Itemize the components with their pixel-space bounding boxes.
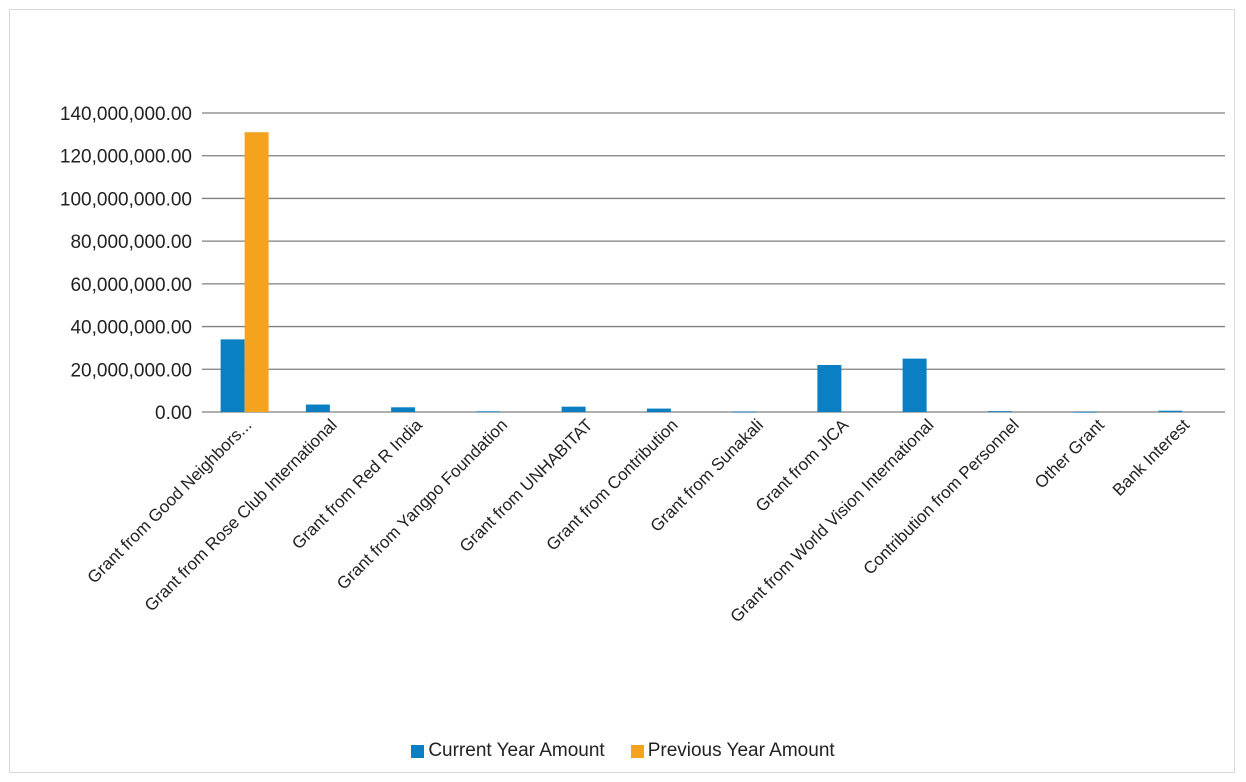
bar-previous-year [244, 132, 269, 412]
bar-current-year [987, 411, 1012, 412]
y-tick-label: 80,000,000.00 [70, 232, 192, 253]
bar-current-year [732, 411, 757, 413]
x-category-label: Grant from Rose Club International [141, 415, 341, 615]
x-category-label: Contribution from Personnel [860, 415, 1023, 578]
y-tick-label: 140,000,000.00 [60, 104, 192, 125]
legend-swatch-current [411, 744, 425, 758]
legend-swatch-previous [630, 744, 644, 758]
legend: Current Year Amount Previous Year Amount [0, 740, 1246, 762]
y-tick-label: 60,000,000.00 [70, 275, 192, 296]
bar-current-year [817, 365, 842, 412]
y-tick-label: 120,000,000.00 [60, 147, 192, 168]
bar-current-year [220, 339, 245, 412]
bars [220, 132, 1183, 413]
bar-current-year [305, 404, 330, 412]
x-category-label: Bank Interest [1109, 415, 1193, 499]
y-tick-label: 40,000,000.00 [70, 318, 192, 339]
legend-item-current: Current Year Amount [411, 740, 605, 762]
gridlines [202, 112, 1225, 413]
bar-current-year [561, 406, 586, 412]
y-tick-label: 100,000,000.00 [60, 189, 192, 210]
x-axis-labels: Grant from Good Neighbors...Grant from R… [84, 415, 1194, 626]
x-category-label: Grant from Good Neighbors... [84, 415, 256, 587]
y-tick-label: 0.00 [155, 403, 192, 424]
bar-current-year [646, 408, 671, 412]
legend-item-previous: Previous Year Amount [630, 740, 835, 762]
x-category-label: Other Grant [1031, 415, 1108, 492]
y-tick-label: 20,000,000.00 [70, 360, 192, 381]
bar-current-year [902, 358, 927, 412]
bar-current-year [476, 411, 501, 413]
chart-frame [9, 9, 1235, 773]
legend-label-current: Current Year Amount [428, 740, 605, 761]
bar-current-year [391, 407, 416, 412]
y-axis-ticks: 0.00 20,000,000.00 40,000,000.00 60,000,000… [60, 104, 192, 424]
bar-current-year [1073, 411, 1098, 413]
bar-current-year [1158, 410, 1183, 412]
legend-label-previous: Previous Year Amount [647, 740, 835, 761]
x-category-label: Grant from Yangpo Foundation [333, 415, 511, 593]
